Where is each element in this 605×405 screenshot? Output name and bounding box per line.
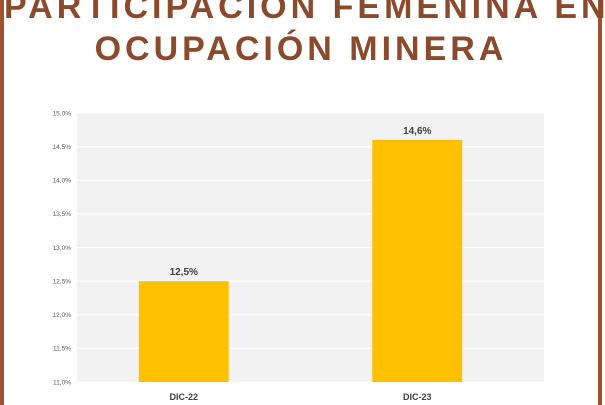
bars <box>138 139 463 382</box>
category-label: DIC-23 <box>403 392 432 402</box>
data-labels: 12,5% 14,6% <box>170 126 432 278</box>
bar-dic-23 <box>372 139 463 382</box>
y-axis-tick-labels: 11,0% 11,5% 12,0% 12,5% 13,0% 13,5% 14,0% 14,5%… <box>53 110 72 386</box>
y-tick-label: 15,0% <box>53 110 72 117</box>
category-label: DIC-22 <box>169 392 198 402</box>
frame-right-border <box>598 0 602 405</box>
bar-dic-22 <box>138 281 229 382</box>
data-label: 14,6% <box>403 126 431 137</box>
chart-title-line-1: PARTICIPACIÓN FEMENINA EN <box>4 0 605 26</box>
y-tick-label: 14,0% <box>53 178 72 185</box>
y-tick-label: 11,0% <box>53 379 71 386</box>
y-tick-label: 14,5% <box>53 144 72 151</box>
chart-title-line-2: OCUPACIÓN MINERA <box>94 30 508 68</box>
frame-left-border <box>0 0 4 405</box>
category-labels: DIC-22 DIC-23 <box>169 392 431 402</box>
y-tick-label: 12,5% <box>53 278 72 285</box>
data-label: 12,5% <box>170 267 198 278</box>
y-tick-label: 13,5% <box>53 211 72 218</box>
y-tick-label: 12,0% <box>53 312 72 319</box>
y-tick-label: 13,0% <box>53 245 72 252</box>
y-tick-label: 11,5% <box>53 346 71 353</box>
